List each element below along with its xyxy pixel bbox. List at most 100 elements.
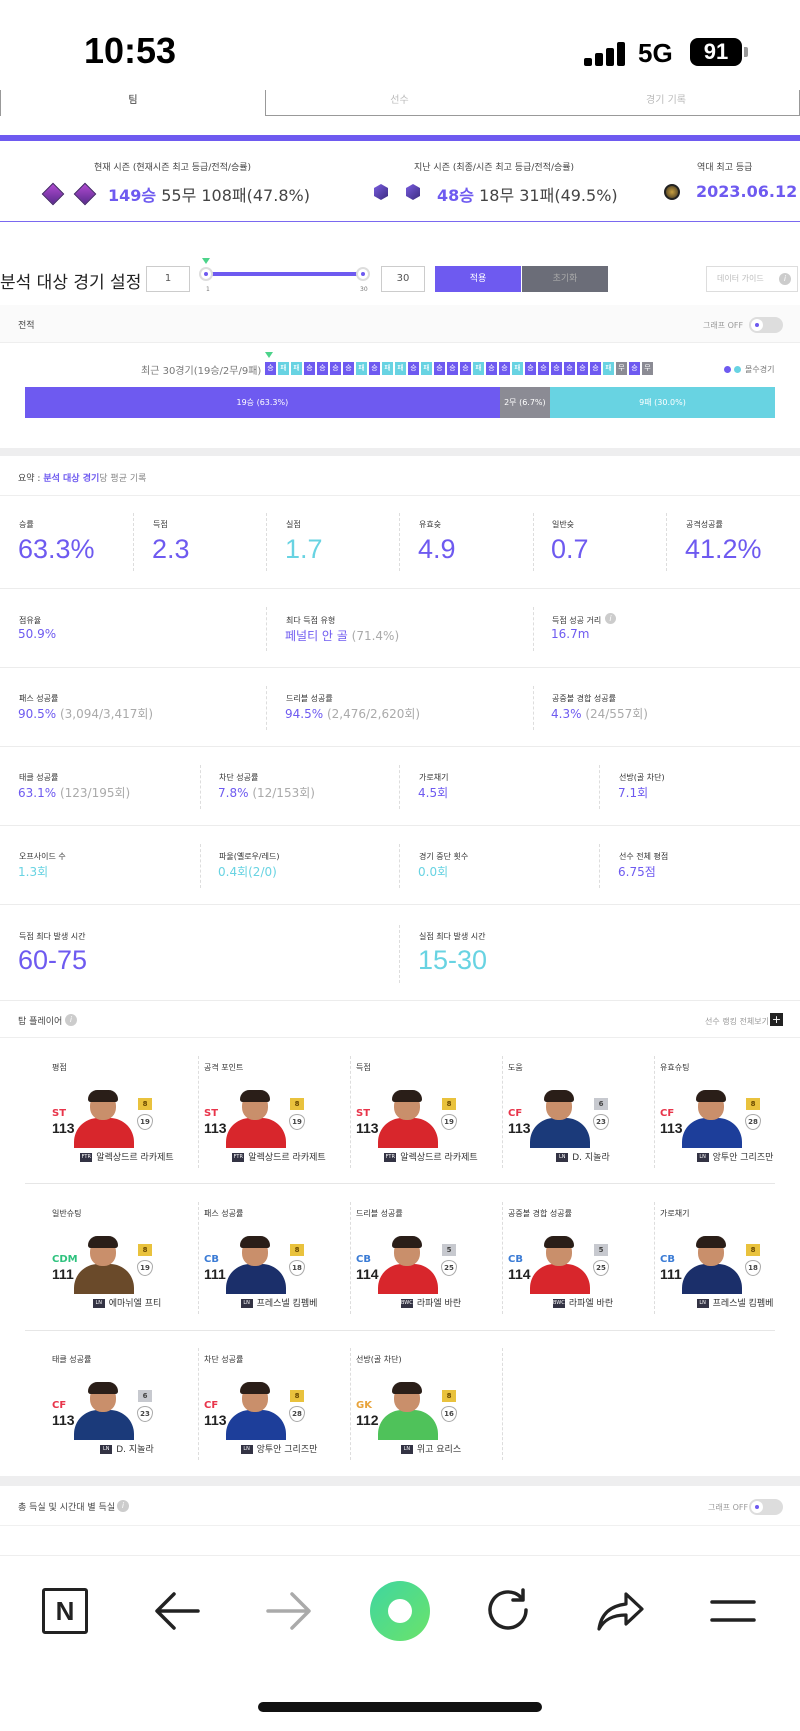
player-grade-badge: 8 (138, 1098, 152, 1110)
player-card[interactable]: 가로채기 CB 111 8 18 LN 프레스넬 킴펨베 (660, 1208, 800, 1328)
result-chip: 승 (564, 362, 575, 375)
player-position: CB (204, 1254, 219, 1265)
result-chip: 승 (460, 362, 471, 375)
player-card[interactable]: 차단 성공률 CF 113 8 28 LN 앙투안 그리즈만 (204, 1354, 354, 1474)
legend-dot (734, 366, 741, 373)
player-grade-badge: 8 (290, 1244, 304, 1256)
reset-button[interactable]: 초기화 (522, 266, 608, 292)
player-card[interactable]: 도움 CF 113 6 23 LN D. 지놀라 (508, 1062, 658, 1182)
card-divider (198, 1348, 199, 1460)
goals-value: 2.3 (152, 534, 190, 564)
rank-gem-icon (73, 182, 97, 206)
player-card[interactable]: 공격 포인트 ST 113 8 19 FTR 알렉상드르 라카제트 (204, 1062, 354, 1182)
player-grade-badge: 8 (442, 1390, 456, 1402)
player-name-row: LN D. 지놀라 (52, 1442, 202, 1455)
player-position: CF (660, 1108, 675, 1119)
season-flag-icon: BWC (552, 1299, 565, 1308)
info-icon[interactable]: i (117, 1500, 129, 1512)
player-overall: 114 (356, 1266, 379, 1282)
possession-value: 50.9% (18, 627, 57, 641)
tab-team[interactable]: 팀 (0, 90, 266, 116)
result-chip: 승 (330, 362, 341, 375)
n-logo-icon[interactable]: N (42, 1588, 88, 1634)
player-photo (680, 1090, 744, 1148)
slider-min-handle[interactable] (199, 267, 213, 281)
result-chip: 패 (291, 362, 302, 375)
menu-icon[interactable] (710, 1598, 756, 1624)
data-guide-button[interactable]: 데이터 가이드 (706, 266, 798, 292)
player-name: 라파엘 바란 (416, 1299, 462, 1309)
back-arrow-icon[interactable] (154, 1590, 200, 1632)
tackle-success-value: 63.1% (123/195회) (18, 786, 131, 800)
player-overall: 113 (508, 1120, 531, 1136)
concede-time-value: 15-30 (418, 945, 488, 975)
summary-row-2: 점유율 50.9% 최다 득점 유형 페널티 안 골 (71.4%) 득점 성공… (0, 589, 800, 668)
loss-bar: 9패 (30.0%) (550, 387, 775, 418)
player-grade-badge: 6 (594, 1098, 608, 1110)
tab-player[interactable]: 선수 (266, 90, 533, 116)
record-header: 전적 그래프 OFF (0, 305, 800, 343)
graph-toggle[interactable] (749, 317, 783, 333)
player-overall: 113 (52, 1120, 75, 1136)
player-photo (376, 1236, 440, 1294)
player-category: 드리블 성공률 (356, 1209, 403, 1218)
rank-gem-icon (374, 184, 388, 200)
player-card[interactable]: 선방(골 차단) GK 112 8 16 LN 위고 요리스 (356, 1354, 506, 1474)
info-icon[interactable]: i (65, 1014, 77, 1026)
info-icon[interactable]: i (779, 273, 791, 285)
player-photo (376, 1090, 440, 1148)
goal-distance-value: 16.7m (551, 627, 590, 641)
player-card[interactable]: 평점 ST 113 8 19 FTR 알렉상드르 라카제트 (52, 1062, 202, 1182)
player-card[interactable]: 공중볼 경합 성공률 CB 114 5 25 BWC 라파엘 바란 (508, 1208, 658, 1328)
foul-label: 파울(옐로우/레드) (219, 852, 280, 861)
winrate-label: 승률 (19, 520, 34, 529)
battery-icon: 91 (690, 38, 748, 66)
player-name: 알렉상드르 라카제트 (400, 1153, 478, 1163)
player-photo (72, 1236, 136, 1294)
max-match-input[interactable]: 30 (381, 266, 425, 292)
player-card[interactable]: 드리블 성공률 CB 114 5 25 BWC 라파엘 바란 (356, 1208, 506, 1328)
season-flag-icon: LN (240, 1299, 253, 1308)
top-players-header: 탑 플레이어 i 선수 랭킹 전체보기 + (0, 1001, 800, 1038)
stoppage-value: 0.0회 (418, 865, 449, 879)
player-card[interactable]: 태클 성공률 CF 113 6 23 LN D. 지놀라 (52, 1354, 202, 1474)
recent-results-label: 최근 30경기(19승/2무/9패) : (141, 366, 268, 377)
tab-match-record[interactable]: 경기 기록 (533, 90, 800, 116)
result-chip: 패 (603, 362, 614, 375)
min-match-input[interactable]: 1 (146, 266, 190, 292)
player-photo (224, 1236, 288, 1294)
player-grade-badge: 5 (442, 1244, 456, 1256)
player-name-row: LN 프레스넬 킴펨베 (204, 1296, 354, 1309)
player-category: 차단 성공률 (204, 1355, 244, 1364)
best-rank-date: 2023.06.12 (696, 182, 798, 201)
player-card[interactable]: 득점 ST 113 8 19 FTR 알렉상드르 라카제트 (356, 1062, 506, 1182)
player-name-row: FTR 알렉상드르 라카제트 (52, 1150, 202, 1163)
player-rank-link[interactable]: 선수 랭킹 전체보기 (705, 1017, 769, 1026)
goal-distance-label: 득점 성공 거리 (552, 616, 602, 625)
player-card[interactable]: 일반슈팅 CDM 111 8 19 LN 에마뉘엘 프티 (52, 1208, 202, 1328)
card-divider (198, 1202, 199, 1314)
player-card[interactable]: 패스 성공률 CB 111 8 18 LN 프레스넬 킴펨베 (204, 1208, 354, 1328)
slider-max-label: 30 (360, 286, 368, 293)
player-name: 알렉상드르 라카제트 (248, 1153, 326, 1163)
refresh-icon[interactable] (486, 1588, 532, 1634)
plus-icon[interactable]: + (770, 1013, 783, 1026)
slider-max-handle[interactable] (356, 267, 370, 281)
player-grade-badge: 8 (138, 1244, 152, 1256)
section-divider (0, 1476, 800, 1486)
share-icon[interactable] (596, 1590, 646, 1632)
player-card[interactable]: 유효슈팅 CF 113 8 28 LN 앙투안 그리즈만 (660, 1062, 800, 1182)
player-overall: 113 (52, 1412, 75, 1428)
info-icon[interactable]: i (605, 613, 616, 624)
season-flag-icon: FTR (80, 1153, 93, 1162)
player-photo (72, 1090, 136, 1148)
apply-button[interactable]: 적용 (435, 266, 521, 292)
forward-arrow-icon[interactable] (266, 1590, 312, 1632)
goals-graph-toggle[interactable] (749, 1499, 783, 1515)
player-overall: 113 (356, 1120, 379, 1136)
home-circle-icon[interactable] (370, 1581, 430, 1641)
foul-value: 0.4회(2/0) (218, 865, 277, 879)
slider-track[interactable] (206, 272, 364, 276)
player-category: 일반슈팅 (52, 1209, 82, 1218)
dribble-success-value: 94.5% (2,476/2,620회) (285, 707, 421, 721)
